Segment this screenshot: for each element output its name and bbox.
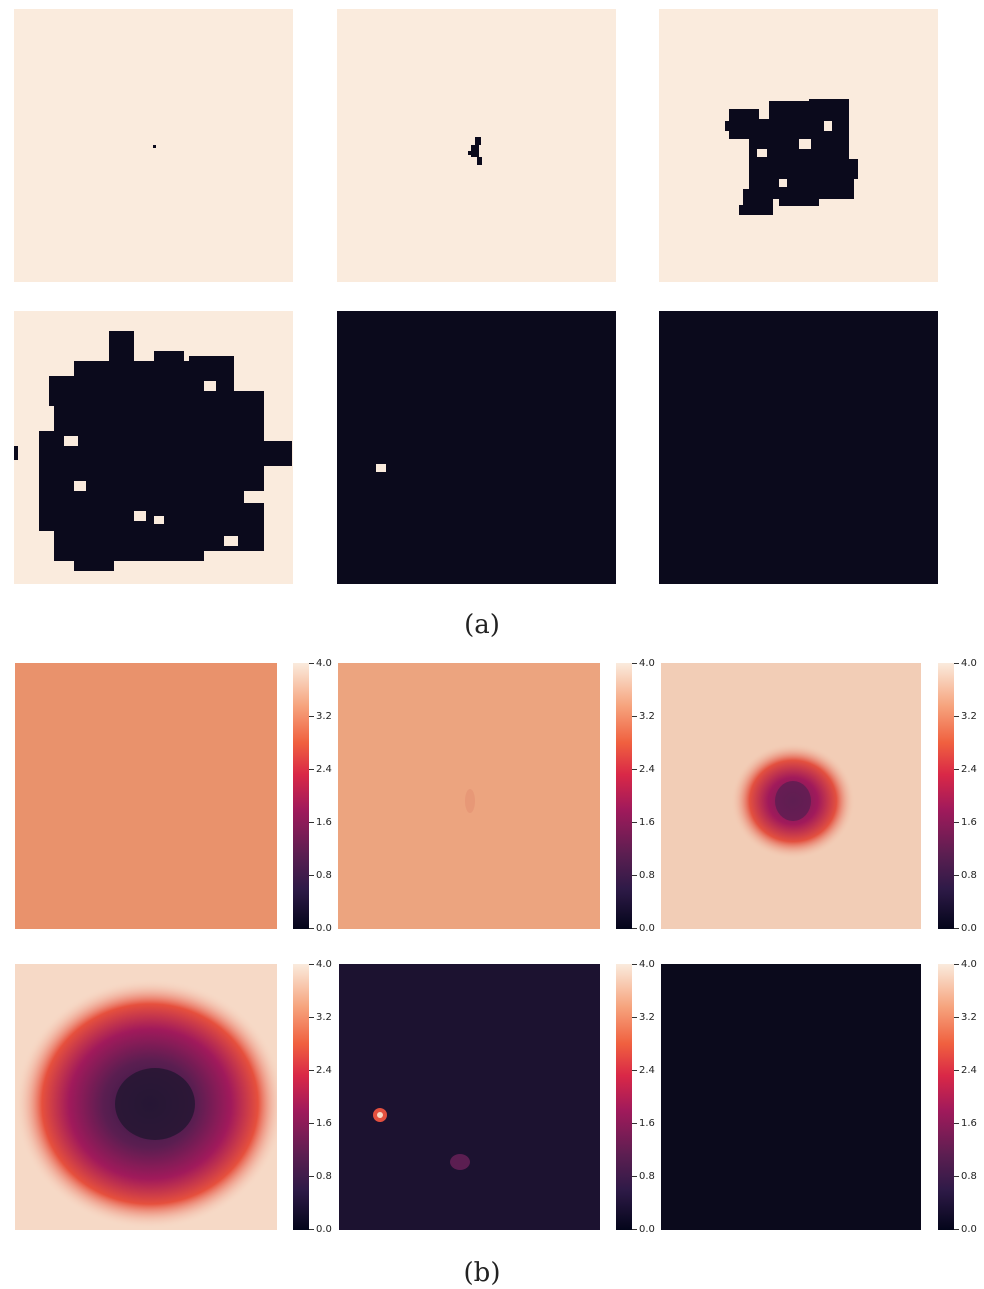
heatmap-panel-2 <box>338 663 600 929</box>
heatmap-panel-3 <box>661 663 921 929</box>
colorbar-3: 4.0 3.2 2.4 1.6 0.8 0.0 <box>938 659 978 934</box>
binary-panel-2 <box>337 9 616 282</box>
colorbar-5: 4.0 3.2 2.4 1.6 0.8 0.0 <box>616 960 656 1235</box>
binary-panel-6 <box>659 311 938 584</box>
binary-panel-4 <box>14 311 293 584</box>
heatmap-panel-1 <box>15 663 277 929</box>
colorbar-4: 4.0 3.2 2.4 1.6 0.8 0.0 <box>293 960 333 1235</box>
binary-panel-1 <box>14 9 293 282</box>
heatmap-panel-5 <box>339 964 600 1230</box>
binary-panel-3 <box>659 9 938 282</box>
colorbar-6: 4.0 3.2 2.4 1.6 0.8 0.0 <box>938 960 978 1235</box>
caption-a: (a) <box>464 610 500 640</box>
binary-panel-5 <box>337 311 616 584</box>
heatmap-panel-4 <box>15 964 277 1230</box>
heatmap-panel-6 <box>661 964 921 1230</box>
colorbar-1: 4.0 3.2 2.4 1.6 0.8 0.0 <box>293 659 333 934</box>
colorbar-2: 4.0 3.2 2.4 1.6 0.8 0.0 <box>616 659 656 934</box>
caption-b: (b) <box>463 1258 501 1288</box>
